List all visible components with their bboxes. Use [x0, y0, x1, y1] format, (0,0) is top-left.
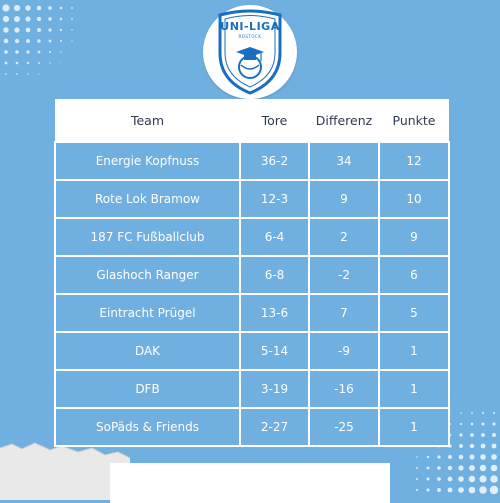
cell-punkte: 1 [378, 331, 450, 371]
table-row: 187 FC Fußballclub 6-4 2 9 [54, 217, 450, 257]
header-punkte: Punkte [379, 99, 449, 142]
cell-tore: 36-2 [239, 141, 310, 181]
cell-tore: 5-14 [239, 331, 310, 371]
table-row: DFB 3-19 -16 1 [54, 369, 450, 409]
cell-differenz: 34 [308, 141, 380, 181]
shield-icon [218, 9, 282, 95]
cell-tore: 12-3 [239, 179, 310, 219]
cell-punkte: 1 [378, 407, 450, 447]
cell-differenz: -2 [308, 255, 380, 295]
table-row: DAK 5-14 -9 1 [54, 331, 450, 371]
header-differenz: Differenz [309, 99, 379, 142]
table-header-row: Team Tore Differenz Punkte [55, 99, 449, 142]
cell-team: DAK [54, 331, 241, 371]
logo-subtitle: ROSTOCK [238, 34, 262, 39]
logo-title: UNI-LIGA [220, 20, 280, 33]
cell-punkte: 10 [378, 179, 450, 219]
cell-team: Energie Kopfnuss [54, 141, 241, 181]
table-row: Energie Kopfnuss 36-2 34 12 [54, 141, 450, 181]
cell-differenz: -25 [308, 407, 380, 447]
cell-tore: 3-19 [239, 369, 310, 409]
cell-differenz: -16 [308, 369, 380, 409]
cell-punkte: 5 [378, 293, 450, 333]
cell-differenz: 2 [308, 217, 380, 257]
cell-team: 187 FC Fußballclub [54, 217, 241, 257]
bottom-card [110, 463, 390, 503]
league-table: Team Tore Differenz Punkte Energie Kopfn… [54, 99, 450, 447]
cell-differenz: 9 [308, 179, 380, 219]
cell-punkte: 12 [378, 141, 450, 181]
table-row: Eintracht Prügel 13-6 7 5 [54, 293, 450, 333]
cell-tore: 6-8 [239, 255, 310, 295]
header-tore: Tore [240, 99, 309, 142]
cell-team: Glashoch Ranger [54, 255, 241, 295]
header-team: Team [55, 99, 240, 142]
table-row: SoPäds & Friends 2-27 -25 1 [54, 407, 450, 447]
cell-team: Rote Lok Bramow [54, 179, 241, 219]
cell-team: SoPäds & Friends [54, 407, 241, 447]
cell-differenz: 7 [308, 293, 380, 333]
cell-punkte: 9 [378, 217, 450, 257]
cell-team: DFB [54, 369, 241, 409]
torn-paper-decoration [0, 442, 130, 500]
cell-punkte: 1 [378, 369, 450, 409]
cell-differenz: -9 [308, 331, 380, 371]
cell-tore: 2-27 [239, 407, 310, 447]
cell-tore: 13-6 [239, 293, 310, 333]
cell-team: Eintracht Prügel [54, 293, 241, 333]
cell-punkte: 6 [378, 255, 450, 295]
cell-tore: 6-4 [239, 217, 310, 257]
table-row: Rote Lok Bramow 12-3 9 10 [54, 179, 450, 219]
table-row: Glashoch Ranger 6-8 -2 6 [54, 255, 450, 295]
uni-liga-logo: UNI-LIGA ROSTOCK [203, 5, 297, 99]
